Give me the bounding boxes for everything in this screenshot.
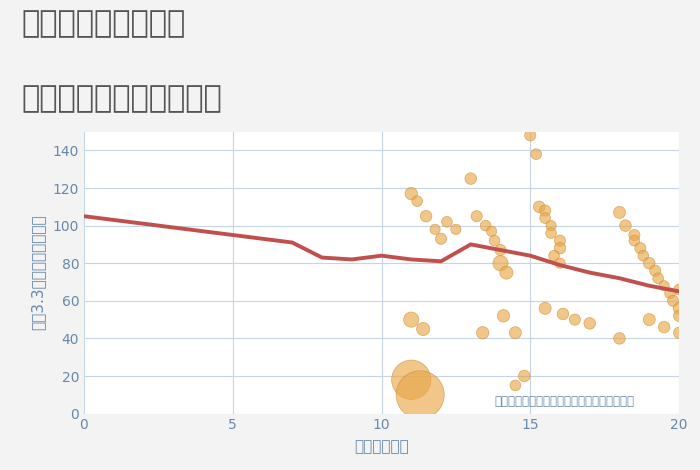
Point: [406, 316, 417, 323]
Point: [531, 150, 542, 158]
Point: [629, 231, 640, 239]
Point: [673, 329, 685, 337]
Point: [525, 132, 536, 139]
Point: [638, 252, 649, 259]
Point: [406, 376, 417, 384]
Point: [421, 212, 432, 220]
Point: [441, 218, 452, 226]
Point: [659, 282, 670, 290]
Point: [545, 222, 557, 229]
Point: [668, 297, 679, 305]
Point: [614, 335, 625, 342]
Point: [644, 259, 655, 267]
Point: [659, 323, 670, 331]
Point: [465, 175, 476, 182]
Point: [510, 329, 521, 337]
Point: [620, 222, 631, 229]
Point: [540, 214, 551, 222]
Point: [519, 372, 530, 380]
Text: 円の大きさは、取引のあった物件面積を示す: 円の大きさは、取引のあった物件面積を示す: [494, 395, 634, 408]
Point: [635, 244, 646, 252]
Point: [498, 312, 509, 320]
Point: [486, 227, 497, 235]
Point: [673, 312, 685, 320]
Point: [540, 305, 551, 312]
Point: [430, 226, 441, 233]
Point: [533, 203, 545, 211]
Point: [673, 305, 685, 312]
Point: [412, 197, 423, 205]
Point: [650, 267, 661, 274]
Point: [554, 259, 566, 267]
Point: [417, 325, 428, 333]
Point: [652, 274, 664, 282]
Point: [644, 316, 655, 323]
Point: [540, 207, 551, 214]
Point: [435, 235, 447, 243]
Point: [584, 320, 595, 327]
Text: 駅距離別中古戸建て価格: 駅距離別中古戸建て価格: [21, 85, 222, 114]
Point: [629, 237, 640, 244]
Point: [480, 222, 491, 229]
Point: [569, 316, 580, 323]
X-axis label: 駅距離（分）: 駅距離（分）: [354, 439, 409, 454]
Y-axis label: 坪（3.3㎡）単価（万円）: 坪（3.3㎡）単価（万円）: [31, 215, 46, 330]
Point: [406, 190, 417, 197]
Point: [489, 237, 500, 244]
Point: [477, 329, 489, 337]
Point: [501, 269, 512, 276]
Point: [495, 259, 506, 267]
Point: [450, 226, 461, 233]
Point: [510, 382, 521, 389]
Point: [471, 212, 482, 220]
Point: [554, 244, 566, 252]
Point: [414, 391, 426, 399]
Point: [673, 286, 685, 293]
Point: [545, 229, 557, 237]
Point: [557, 310, 568, 318]
Point: [614, 209, 625, 216]
Point: [664, 290, 676, 297]
Point: [549, 252, 560, 259]
Point: [554, 237, 566, 244]
Point: [495, 246, 506, 254]
Text: 埼玉県蓮田市関山の: 埼玉県蓮田市関山の: [21, 9, 186, 39]
